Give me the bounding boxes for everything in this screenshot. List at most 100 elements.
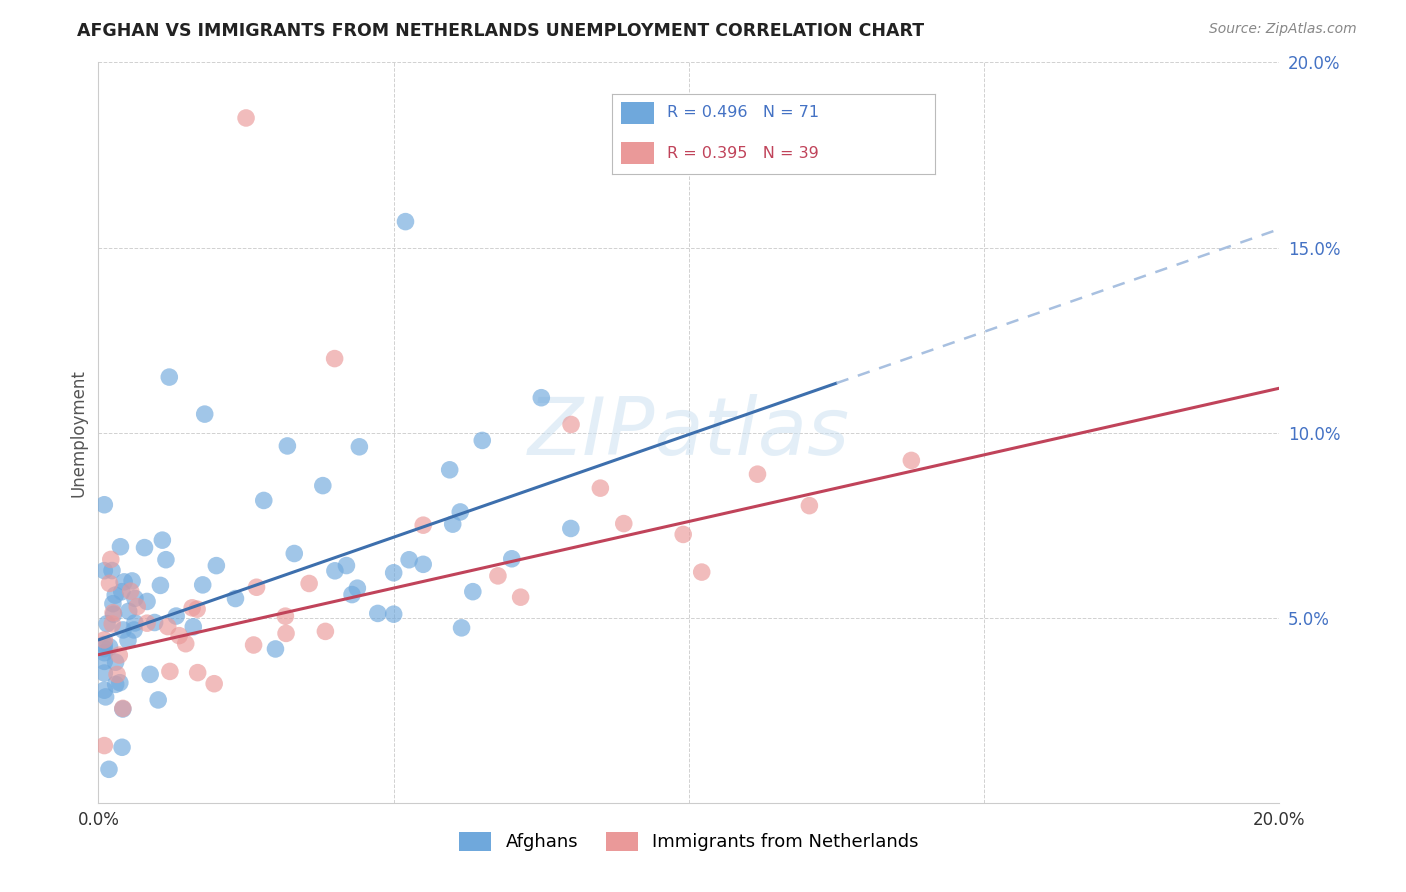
Point (98, 576, 121, 591)
Point (589, 481, 612, 495)
Point (93, 498, 115, 512)
Point (690, 565, 713, 579)
Point (101, 564, 124, 578)
Point (412, 558, 434, 572)
Point (105, 667, 128, 681)
Point (471, 434, 494, 448)
Point (501, 551, 523, 566)
Point (156, 619, 179, 633)
Point (191, 578, 214, 592)
Point (124, 615, 146, 630)
Text: R = 0.395   N = 39: R = 0.395 N = 39 (666, 145, 818, 161)
Point (112, 623, 135, 637)
Point (747, 467, 769, 482)
Point (101, 597, 124, 611)
Point (323, 564, 346, 578)
Point (799, 499, 821, 513)
Bar (621, 102, 654, 124)
Point (450, 621, 472, 635)
Point (139, 667, 162, 681)
Point (298, 576, 321, 591)
Legend: Afghans, Immigrants from Netherlands: Afghans, Immigrants from Netherlands (450, 823, 928, 861)
Point (439, 463, 461, 477)
Point (367, 607, 389, 621)
Point (159, 665, 181, 679)
Point (103, 607, 125, 622)
Point (136, 616, 159, 631)
Point (672, 527, 695, 541)
Text: Source: ZipAtlas.com: Source: ZipAtlas.com (1209, 22, 1357, 37)
Text: ZIPatlas: ZIPatlas (527, 393, 851, 472)
Point (314, 624, 336, 639)
Point (117, 633, 139, 648)
Point (98, 640, 121, 654)
Point (412, 518, 434, 533)
Point (186, 602, 208, 616)
Point (264, 642, 287, 657)
Point (205, 558, 228, 573)
Point (242, 638, 264, 652)
Point (323, 351, 346, 366)
Point (530, 391, 553, 405)
Point (349, 440, 371, 454)
Point (101, 616, 124, 631)
Point (104, 677, 127, 691)
Point (181, 620, 204, 634)
Point (148, 693, 170, 707)
Point (124, 591, 146, 606)
Point (93, 683, 115, 698)
Point (560, 417, 582, 432)
Point (93, 564, 115, 578)
Point (449, 505, 471, 519)
Point (461, 584, 484, 599)
Point (274, 626, 297, 640)
Point (93, 666, 115, 681)
Point (100, 552, 122, 566)
Point (157, 370, 180, 384)
Text: AFGHAN VS IMMIGRANTS FROM NETHERLANDS UNEMPLOYMENT CORRELATION CHART: AFGHAN VS IMMIGRANTS FROM NETHERLANDS UN… (77, 22, 925, 40)
Point (93, 632, 115, 647)
Point (111, 701, 134, 715)
Point (111, 740, 134, 755)
Point (165, 609, 187, 624)
Point (187, 665, 209, 680)
Point (382, 607, 405, 622)
Point (382, 566, 405, 580)
Point (101, 606, 124, 620)
Point (274, 609, 297, 624)
Point (194, 407, 217, 421)
Point (96, 616, 118, 631)
Bar (621, 142, 654, 164)
Point (394, 214, 416, 228)
Point (613, 516, 636, 531)
Point (104, 655, 127, 669)
Point (441, 517, 464, 532)
Point (93, 641, 115, 656)
Point (143, 615, 166, 630)
Point (121, 574, 143, 588)
Point (104, 588, 127, 602)
Point (312, 478, 335, 492)
Point (118, 604, 141, 618)
Point (108, 648, 131, 662)
Point (560, 521, 582, 535)
Point (94, 690, 117, 704)
Point (155, 552, 177, 566)
Point (111, 702, 134, 716)
Point (111, 584, 134, 599)
Point (398, 553, 420, 567)
Y-axis label: Unemployment: Unemployment (69, 368, 87, 497)
Point (340, 588, 363, 602)
Point (509, 590, 531, 604)
Point (136, 594, 159, 608)
Point (253, 493, 276, 508)
Point (93, 739, 115, 753)
Point (108, 675, 131, 690)
Point (235, 111, 257, 125)
Point (202, 676, 225, 690)
Point (98, 762, 121, 776)
Point (110, 540, 132, 554)
Point (127, 599, 149, 614)
Point (181, 600, 204, 615)
Point (346, 581, 368, 595)
